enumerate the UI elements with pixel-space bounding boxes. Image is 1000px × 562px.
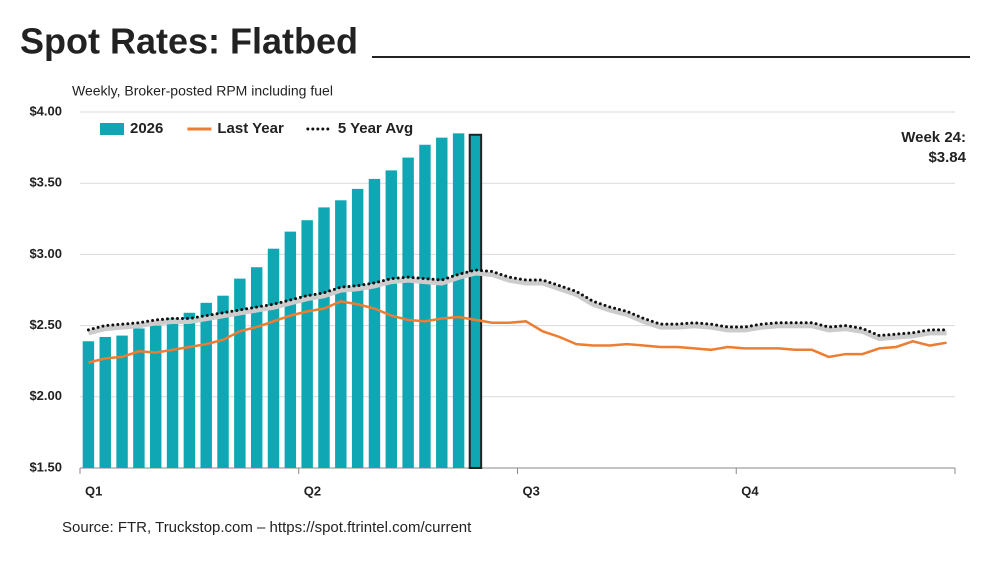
bar xyxy=(419,144,431,468)
x-tick-label: Q4 xyxy=(741,483,759,498)
bar xyxy=(402,157,414,468)
bar xyxy=(166,318,179,468)
bar xyxy=(99,336,111,468)
bar xyxy=(284,231,297,468)
legend-label: 5 Year Avg xyxy=(338,120,413,137)
dotted-line xyxy=(86,268,949,338)
source: Source: FTR, Truckstop.com – https://spo… xyxy=(62,519,472,536)
bar xyxy=(150,325,162,468)
bar xyxy=(133,328,145,468)
subtitle: Weekly, Broker-posted RPM including fuel xyxy=(72,83,333,99)
bar xyxy=(351,188,364,468)
bar xyxy=(301,220,313,468)
bar xyxy=(234,278,246,468)
line xyxy=(88,300,947,364)
bar xyxy=(267,248,280,468)
bar xyxy=(200,302,212,468)
bar xyxy=(468,133,483,469)
y-tick-label: $2.50 xyxy=(29,317,62,332)
bar xyxy=(183,312,196,468)
y-tick-label: $2.00 xyxy=(29,388,62,403)
bar xyxy=(82,341,95,468)
bar xyxy=(436,137,448,468)
legend-label: 2026 xyxy=(130,120,163,137)
bar xyxy=(368,178,381,469)
legend-label: Last Year xyxy=(217,120,284,137)
x-tick-label: Q3 xyxy=(523,483,540,498)
y-tick-label: $3.00 xyxy=(29,246,62,261)
y-tick-label: $4.00 xyxy=(29,103,62,118)
chart-title: Spot Rates: Flatbed xyxy=(20,21,358,62)
x-tick-label: Q1 xyxy=(85,483,102,498)
y-tick-label: $3.50 xyxy=(29,175,62,190)
line-shadow xyxy=(87,270,947,342)
annotation: $3.84 xyxy=(928,149,966,166)
bar xyxy=(452,133,465,469)
bar xyxy=(318,207,330,468)
bar xyxy=(335,200,347,468)
bar xyxy=(116,335,128,468)
bar xyxy=(217,295,229,468)
legend-swatch xyxy=(100,123,124,135)
bar xyxy=(385,170,398,468)
annotation: Week 24: xyxy=(901,129,966,146)
bar xyxy=(250,267,263,468)
x-tick-label: Q2 xyxy=(304,483,321,498)
y-tick-label: $1.50 xyxy=(29,459,62,474)
